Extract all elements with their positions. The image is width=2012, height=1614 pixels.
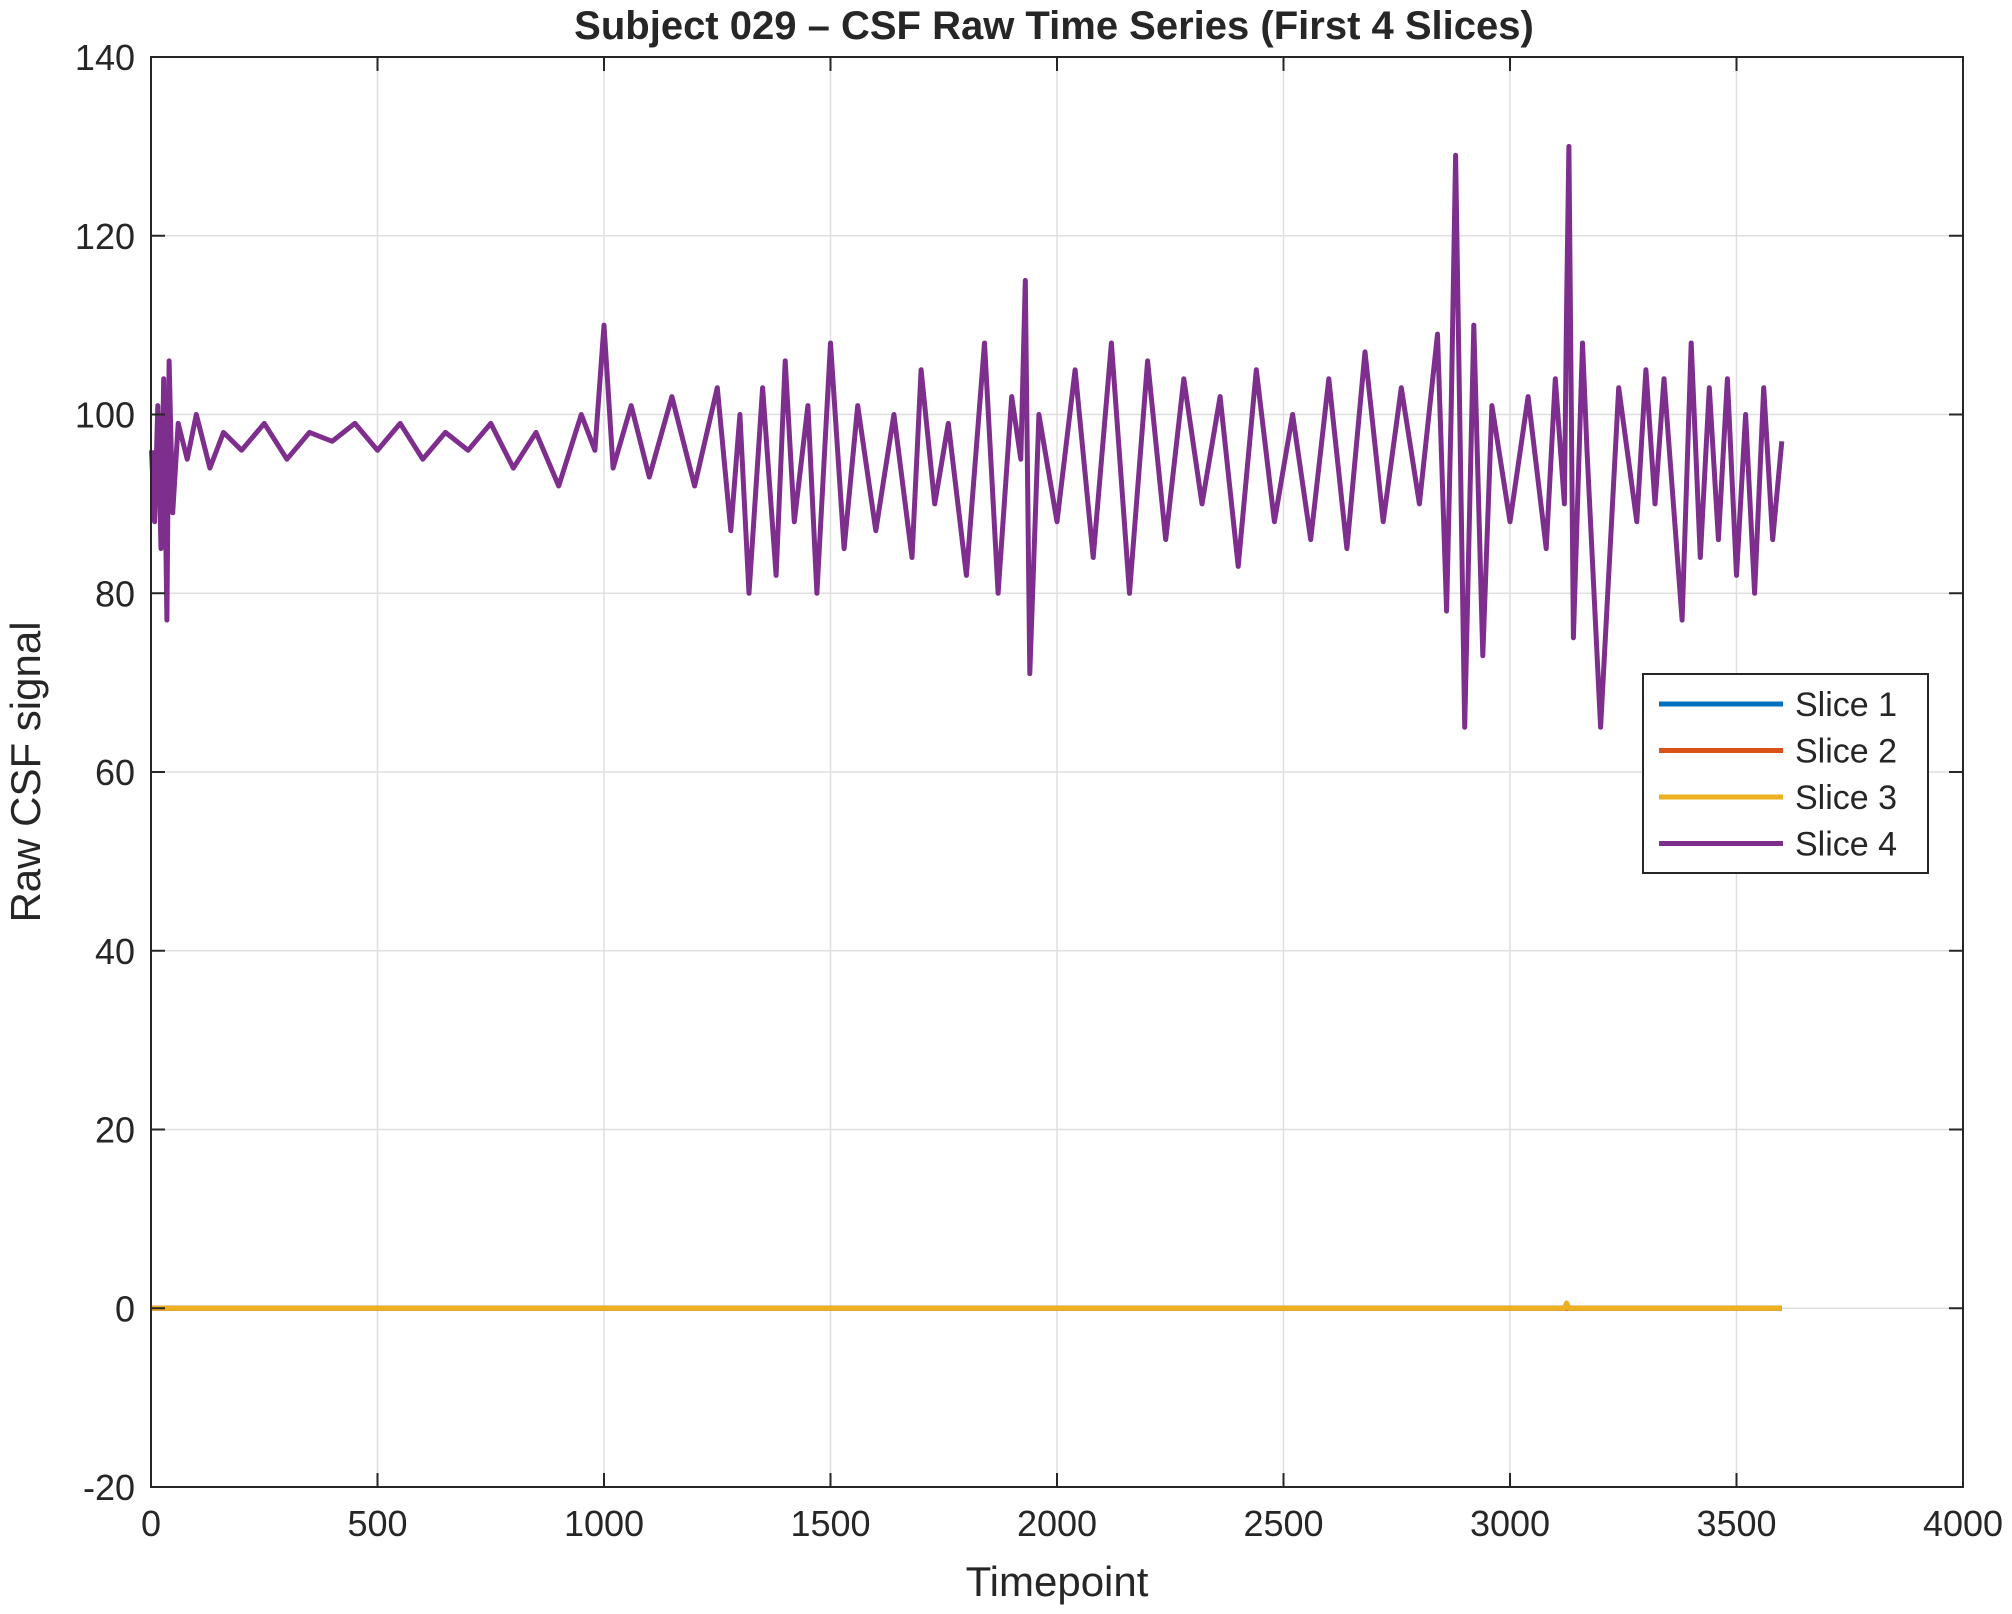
x-tick-label: 0	[141, 1503, 161, 1544]
x-tick-label: 1000	[564, 1503, 644, 1544]
x-tick-label: 2000	[1017, 1503, 1097, 1544]
y-tick-label: -20	[83, 1467, 135, 1508]
y-tick-label: 140	[75, 37, 135, 78]
series-line-slice-3	[151, 1300, 1782, 1311]
legend-entry-label: Slice 2	[1795, 733, 1897, 771]
x-axis-label: Timepoint	[966, 1558, 1149, 1605]
y-tick-label: 0	[115, 1288, 135, 1329]
x-tick-label: 2500	[1243, 1503, 1323, 1544]
y-axis-label: Raw CSF signal	[2, 621, 49, 922]
y-tick-labels: -20 0 20 40 60 80 100 120 140	[75, 37, 135, 1508]
legend: Slice 1 Slice 2 Slice 3 Slice 4	[1642, 673, 1929, 874]
y-tick-label: 120	[75, 216, 135, 257]
y-tick-label: 80	[95, 573, 135, 614]
data-series	[149, 143, 1785, 1311]
y-tick-label: 100	[75, 395, 135, 436]
legend-box	[1642, 673, 1929, 874]
x-tick-label: 500	[347, 1503, 407, 1544]
chart-title: Subject 029 – CSF Raw Time Series (First…	[574, 4, 1534, 48]
x-tick-label: 3500	[1696, 1503, 1776, 1544]
legend-entry-label: Slice 1	[1795, 686, 1897, 724]
y-tick-label: 60	[95, 752, 135, 793]
x-tick-label: 3000	[1470, 1503, 1550, 1544]
x-tick-labels: 0 500 1000 1500 2000 2500 3000 3500 4000	[141, 1503, 2003, 1544]
axis-ticks	[150, 56, 1964, 1488]
y-tick-label: 20	[95, 1110, 135, 1151]
series-line-slice-4	[149, 143, 1785, 730]
x-tick-label: 4000	[1923, 1503, 2003, 1544]
y-tick-label: 40	[95, 931, 135, 972]
legend-entry-label: Slice 4	[1795, 826, 1897, 864]
legend-entry-label: Slice 3	[1795, 779, 1897, 817]
x-tick-label: 1500	[790, 1503, 870, 1544]
